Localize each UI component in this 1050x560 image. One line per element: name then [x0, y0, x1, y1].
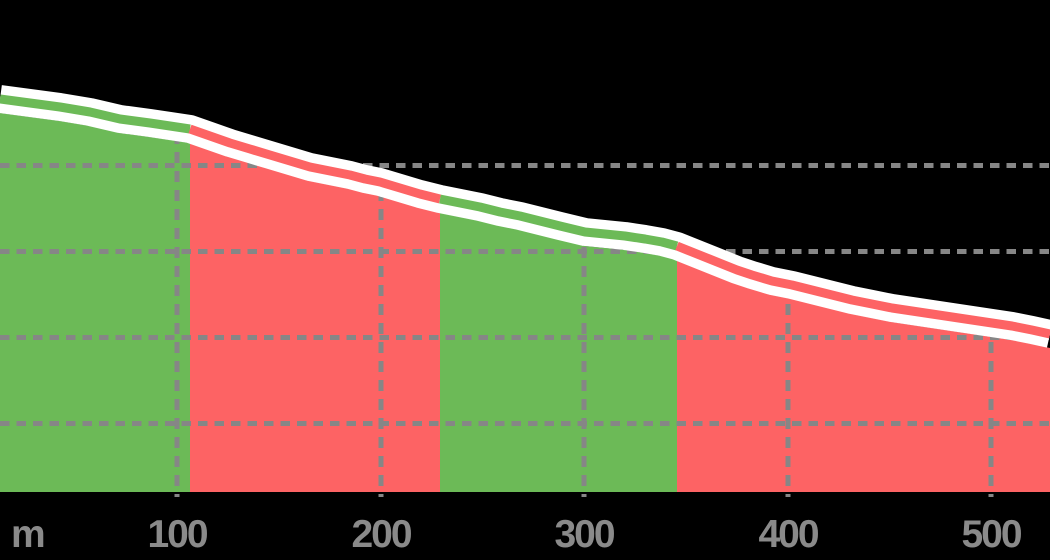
- elevation-line-suitable: [439, 194, 679, 251]
- x-axis-tick-label: 500: [961, 513, 1021, 556]
- elevation-line-unsuitable: [188, 124, 442, 204]
- x-axis-tick-label: 400: [758, 513, 818, 556]
- x-axis-unit-label: m: [11, 513, 44, 556]
- elevation-line-unsuitable: [675, 241, 1050, 339]
- elevation-line-suitable: [0, 94, 191, 134]
- x-axis-tick-label: 100: [147, 513, 207, 556]
- x-axis-tick-label: 300: [554, 513, 614, 556]
- elevation-area-suitable: [0, 113, 190, 492]
- elevation-area-suitable: [440, 213, 677, 492]
- elevation-area-unsuitable: [190, 143, 440, 492]
- elevation-area-unsuitable: [677, 260, 1050, 492]
- x-axis-tick-label: 200: [351, 513, 411, 556]
